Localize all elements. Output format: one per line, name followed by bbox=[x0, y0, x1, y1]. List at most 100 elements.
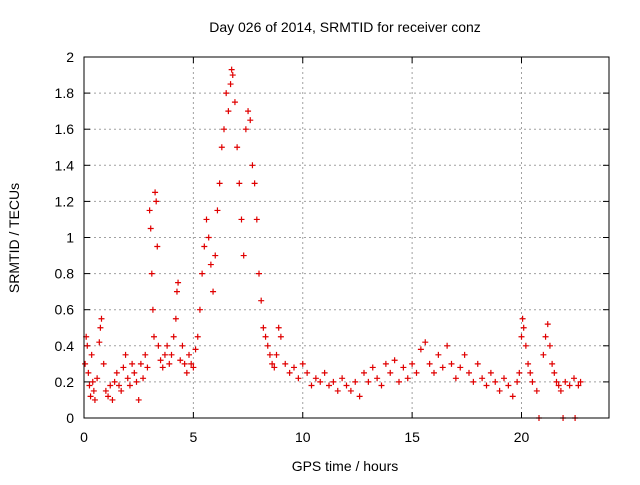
data-point bbox=[533, 387, 540, 394]
data-point bbox=[525, 360, 532, 367]
data-point bbox=[413, 369, 420, 376]
data-point bbox=[161, 351, 168, 358]
data-point bbox=[129, 360, 136, 367]
data-point bbox=[555, 382, 562, 389]
data-point bbox=[546, 342, 553, 349]
data-point bbox=[186, 351, 192, 358]
data-point bbox=[365, 378, 372, 385]
data-point bbox=[396, 378, 402, 385]
data-point bbox=[84, 342, 91, 349]
data-point bbox=[562, 378, 569, 385]
data-point bbox=[409, 360, 416, 367]
data-point bbox=[566, 382, 573, 389]
data-point bbox=[496, 387, 503, 394]
data-point bbox=[253, 216, 260, 223]
data-point bbox=[146, 207, 153, 214]
data-point bbox=[155, 342, 162, 349]
data-point bbox=[90, 387, 97, 394]
data-point bbox=[391, 357, 398, 364]
data-point bbox=[179, 342, 186, 349]
data-point bbox=[151, 333, 157, 340]
data-point bbox=[175, 279, 182, 286]
data-point bbox=[142, 351, 149, 358]
data-point bbox=[148, 270, 155, 277]
data-point bbox=[514, 378, 521, 385]
data-point bbox=[374, 375, 381, 382]
data-point bbox=[461, 351, 468, 358]
x-tick-label: 15 bbox=[404, 429, 420, 445]
data-point bbox=[98, 315, 105, 322]
data-point bbox=[426, 360, 433, 367]
data-point bbox=[118, 387, 125, 394]
data-point bbox=[144, 364, 151, 371]
data-point bbox=[519, 315, 526, 322]
data-point bbox=[107, 382, 114, 389]
data-point bbox=[153, 198, 160, 205]
data-point bbox=[152, 189, 159, 196]
data-point bbox=[501, 375, 507, 382]
data-point bbox=[382, 360, 389, 367]
data-point bbox=[487, 369, 494, 376]
data-point bbox=[260, 324, 267, 331]
data-point bbox=[85, 369, 92, 376]
data-point bbox=[105, 393, 112, 400]
grid-lines bbox=[84, 57, 609, 418]
data-point bbox=[131, 369, 138, 376]
data-point bbox=[258, 297, 265, 304]
data-point bbox=[361, 369, 367, 376]
data-point bbox=[137, 360, 144, 367]
y-tick-label: 0.8 bbox=[55, 266, 75, 282]
x-tick-label: 0 bbox=[80, 429, 88, 445]
data-point bbox=[87, 393, 94, 400]
data-point bbox=[100, 360, 107, 367]
data-point bbox=[240, 252, 247, 259]
plot-area-frame bbox=[83, 56, 610, 419]
data-point bbox=[312, 375, 319, 382]
data-point bbox=[122, 351, 129, 358]
data-point bbox=[553, 378, 560, 385]
data-point bbox=[170, 333, 177, 340]
data-point bbox=[542, 333, 549, 340]
data-point bbox=[166, 360, 173, 367]
data-point bbox=[347, 387, 354, 394]
data-point bbox=[214, 207, 221, 214]
data-point bbox=[231, 99, 238, 106]
data-point bbox=[509, 393, 516, 400]
data-point bbox=[544, 321, 551, 328]
data-point bbox=[212, 252, 219, 259]
data-point bbox=[147, 225, 154, 232]
data-point bbox=[295, 375, 302, 382]
data-point bbox=[234, 144, 241, 151]
data-point bbox=[245, 108, 252, 115]
data-point bbox=[154, 243, 161, 250]
y-tick-label: 0.2 bbox=[55, 374, 75, 390]
data-point bbox=[190, 364, 197, 371]
data-point bbox=[236, 180, 243, 187]
data-point bbox=[452, 375, 459, 382]
data-point bbox=[207, 261, 214, 268]
data-points bbox=[82, 66, 584, 421]
data-point bbox=[435, 351, 442, 358]
data-point bbox=[96, 339, 103, 346]
data-point bbox=[192, 346, 199, 353]
data-point bbox=[159, 364, 166, 371]
data-point bbox=[522, 342, 529, 349]
data-point bbox=[422, 339, 429, 346]
data-point bbox=[518, 333, 525, 340]
data-point bbox=[330, 378, 337, 385]
data-point bbox=[378, 382, 385, 389]
y-tick-label: 0.4 bbox=[55, 338, 75, 354]
data-point bbox=[369, 364, 376, 371]
data-point bbox=[223, 90, 230, 97]
data-point bbox=[181, 360, 188, 367]
data-point bbox=[97, 324, 104, 331]
y-axis-label: SRMTID / TECUs bbox=[6, 183, 22, 293]
axis-ticks: 00.20.40.60.811.21.41.61.820 5 10 15 20 bbox=[55, 49, 609, 445]
data-point bbox=[251, 180, 258, 187]
data-point bbox=[102, 387, 109, 394]
data-point bbox=[201, 243, 208, 250]
data-point bbox=[256, 270, 262, 277]
data-point bbox=[321, 369, 328, 376]
data-point bbox=[516, 369, 523, 376]
